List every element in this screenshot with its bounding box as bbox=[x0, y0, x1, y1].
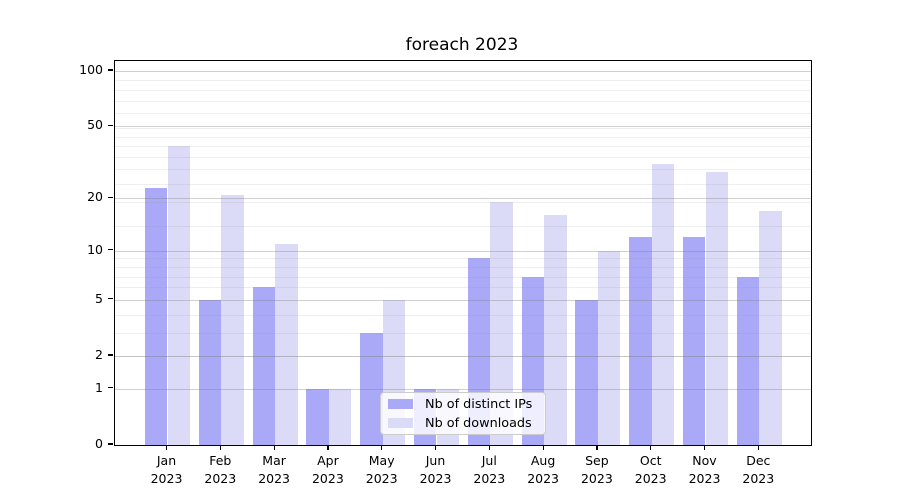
legend-label-downloads: Nb of downloads bbox=[425, 415, 532, 431]
x-tick-mark bbox=[596, 445, 598, 451]
x-tick-mark bbox=[273, 445, 275, 451]
y-tick-label: 50 bbox=[87, 117, 103, 133]
x-tick-label-jun: Jun 2023 bbox=[419, 453, 452, 486]
x-tick-label-feb: Feb 2023 bbox=[204, 453, 237, 486]
legend-item-downloads: Nb of downloads bbox=[388, 416, 545, 431]
bar-nb-of-distinct-ips-sep bbox=[575, 299, 598, 445]
bar-nb-of-distinct-ips-jan bbox=[144, 187, 168, 445]
y-tick-mark bbox=[108, 124, 113, 127]
bar-nb-of-distinct-ips-oct bbox=[629, 237, 652, 445]
bar-nb-of-downloads-sep bbox=[597, 250, 621, 445]
bar-nb-of-distinct-ips-mar bbox=[252, 287, 276, 445]
bar-nb-of-downloads-nov bbox=[705, 172, 729, 445]
y-tick-label: 2 bbox=[95, 347, 103, 362]
y-tick-mark bbox=[108, 443, 113, 445]
legend-item-distinct-ips: Nb of distinct IPs bbox=[388, 397, 545, 412]
bar-nb-of-downloads-oct bbox=[651, 164, 675, 445]
y-tick-mark bbox=[108, 298, 113, 300]
x-tick-label-dec: Dec 2023 bbox=[742, 453, 775, 486]
bar-nb-of-distinct-ips-dec bbox=[736, 276, 760, 445]
bar-nb-of-downloads-dec bbox=[759, 210, 782, 445]
y-tick-label: 1 bbox=[95, 379, 103, 395]
bar-nb-of-downloads-mar bbox=[275, 243, 298, 445]
x-tick-mark bbox=[542, 445, 544, 451]
y-tick-mark bbox=[108, 196, 113, 198]
x-tick-label-mar: Mar 2023 bbox=[258, 453, 290, 486]
legend: Nb of distinct IPs Nb of downloads bbox=[380, 392, 546, 435]
bar-nb-of-distinct-ips-feb bbox=[198, 299, 222, 445]
x-tick-mark bbox=[488, 445, 490, 451]
x-tick-mark bbox=[434, 445, 437, 451]
x-tick-mark bbox=[703, 445, 706, 451]
bar-nb-of-distinct-ips-apr bbox=[306, 388, 329, 445]
bar-nb-of-downloads-aug bbox=[544, 215, 567, 445]
chart-title: foreach 2023 bbox=[405, 35, 519, 55]
y-tick-mark bbox=[108, 387, 113, 389]
x-tick-mark bbox=[650, 445, 652, 451]
x-tick-label-oct: Oct 2023 bbox=[634, 453, 667, 486]
y-tick-label: 10 bbox=[87, 241, 103, 257]
bar-nb-of-distinct-ips-nov bbox=[682, 237, 706, 445]
y-tick-mark bbox=[108, 69, 113, 71]
y-tick-label: 0 bbox=[95, 436, 103, 451]
bar-nb-of-downloads-jan bbox=[167, 146, 191, 445]
y-tick-label: 100 bbox=[79, 62, 103, 77]
x-tick-label-may: May 2023 bbox=[365, 453, 398, 486]
x-tick-label-nov: Nov 2023 bbox=[688, 453, 721, 486]
x-tick-mark bbox=[165, 445, 168, 451]
x-tick-mark bbox=[757, 445, 759, 451]
bars-layer bbox=[115, 61, 811, 445]
y-tick-mark bbox=[108, 354, 113, 356]
plot-area: Nb of distinct IPs Nb of downloads bbox=[114, 60, 812, 446]
legend-label-distinct-ips: Nb of distinct IPs bbox=[425, 396, 533, 412]
x-tick-label-jul: Jul 2023 bbox=[473, 453, 506, 486]
y-tick-mark bbox=[108, 249, 113, 251]
bar-nb-of-downloads-apr bbox=[328, 388, 352, 445]
x-tick-label-sep: Sep 2023 bbox=[580, 453, 613, 486]
x-tick-label-apr: Apr 2023 bbox=[311, 453, 344, 486]
bar-nb-of-distinct-ips-may bbox=[360, 332, 383, 445]
legend-swatch-downloads bbox=[388, 418, 413, 428]
legend-swatch-distinct-ips bbox=[388, 399, 413, 409]
x-tick-mark bbox=[327, 445, 329, 451]
bar-nb-of-downloads-jul bbox=[490, 202, 513, 445]
x-tick-mark bbox=[381, 445, 383, 451]
x-tick-mark bbox=[219, 445, 221, 451]
y-tick-label: 5 bbox=[95, 290, 103, 306]
y-tick-label: 20 bbox=[87, 189, 103, 205]
x-tick-label-jan: Jan 2023 bbox=[150, 453, 183, 486]
bar-nb-of-downloads-feb bbox=[221, 194, 244, 445]
x-tick-label-aug: Aug 2023 bbox=[527, 453, 559, 486]
